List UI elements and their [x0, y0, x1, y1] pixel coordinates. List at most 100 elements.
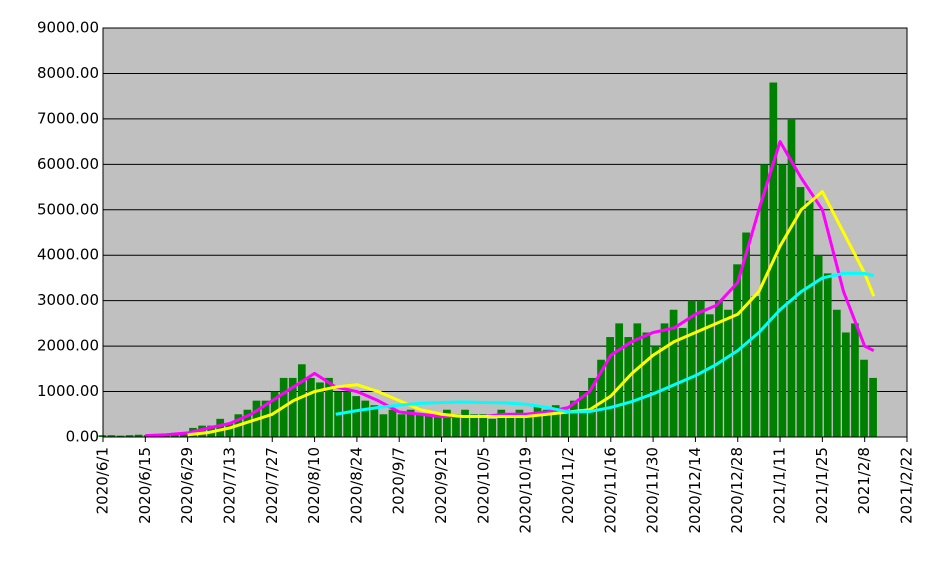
bar — [633, 323, 642, 437]
line — [145, 140, 875, 438]
y-tick-label: 4000.00 — [37, 246, 99, 264]
bar — [805, 200, 814, 437]
bar — [288, 377, 297, 437]
x-tick-label: 2020/6/1 — [94, 447, 112, 514]
bar — [606, 337, 614, 437]
x-tick-label: 2020/8/10 — [305, 447, 323, 524]
bar — [433, 414, 442, 437]
bar — [216, 418, 225, 437]
bar — [379, 414, 388, 437]
bar — [524, 414, 533, 437]
bar — [760, 164, 769, 438]
bar — [869, 377, 877, 437]
y-tick-label: 1000.00 — [37, 382, 99, 400]
bar — [851, 323, 859, 437]
bar — [325, 377, 333, 437]
bar — [307, 377, 315, 437]
bar — [225, 423, 234, 437]
x-tick-label: 2020/9/21 — [432, 447, 450, 524]
bar — [579, 391, 587, 437]
bar — [533, 405, 542, 437]
bar — [443, 409, 451, 437]
bar — [687, 300, 696, 437]
x-tick-label: 2021/2/22 — [898, 447, 916, 524]
bar — [452, 414, 460, 437]
x-tick-label: 2021/2/8 — [855, 447, 873, 514]
bar — [642, 332, 651, 437]
y-tick-label: 9000.00 — [37, 19, 99, 37]
bar — [125, 435, 134, 437]
bar — [107, 435, 116, 437]
bar — [860, 359, 868, 437]
x-tick-label: 2020/8/24 — [347, 447, 365, 524]
bar — [696, 300, 705, 437]
bar — [424, 414, 433, 437]
bar — [569, 400, 578, 437]
bar — [134, 434, 143, 437]
x-tick-label: 2020/11/30 — [644, 447, 662, 533]
bar — [560, 409, 569, 437]
bar — [706, 314, 714, 437]
x-tick-label: 2020/7/27 — [263, 447, 281, 524]
bar — [506, 414, 515, 437]
bar — [796, 187, 805, 437]
x-tick-label: 2020/11/2 — [559, 447, 577, 524]
bar — [778, 164, 787, 438]
bar — [742, 232, 750, 437]
bar — [415, 414, 424, 437]
x-tick-label: 2021/1/11 — [771, 447, 789, 524]
y-tick-label: 5000.00 — [37, 200, 99, 218]
bar — [624, 337, 633, 437]
bar — [470, 414, 478, 437]
bar — [615, 323, 624, 437]
x-tick-label: 2020/12/14 — [686, 447, 704, 533]
bar — [397, 414, 406, 437]
bar — [660, 323, 669, 437]
bar — [715, 300, 723, 437]
bar — [832, 309, 841, 437]
bar — [316, 382, 324, 437]
y-tick-label: 8000.00 — [37, 64, 99, 82]
bar — [669, 309, 678, 437]
bar — [479, 414, 488, 437]
y-tick-label: 6000.00 — [37, 155, 99, 173]
bar — [515, 409, 524, 437]
bar — [787, 118, 796, 437]
x-tick-label: 2020/9/7 — [390, 447, 408, 514]
bar — [343, 391, 352, 437]
bar — [551, 405, 560, 437]
x-tick-label: 2020/10/5 — [474, 447, 492, 524]
plot-border — [102, 27, 908, 438]
bar — [406, 409, 415, 437]
y-tick-label: 3000.00 — [37, 291, 99, 309]
bar — [842, 332, 850, 437]
bar — [261, 400, 270, 437]
line — [335, 271, 875, 416]
x-tick-label: 2021/1/25 — [813, 447, 831, 524]
bar — [597, 359, 605, 437]
y-tick-label: 7000.00 — [37, 109, 99, 127]
y-tick-label: 0.00 — [66, 428, 99, 446]
bar — [823, 273, 832, 437]
bar — [98, 435, 107, 437]
bar — [352, 396, 361, 437]
bar — [361, 400, 370, 437]
x-tick-label: 2020/12/28 — [728, 447, 746, 533]
bar — [198, 425, 206, 437]
bar — [370, 405, 379, 437]
bar — [724, 309, 732, 437]
bar — [388, 409, 397, 437]
x-tick-label: 2020/7/13 — [220, 447, 238, 524]
x-tick-label: 2020/11/16 — [601, 447, 619, 533]
bar — [116, 435, 125, 437]
bar — [297, 364, 306, 437]
x-tick-label: 2020/6/29 — [178, 447, 196, 524]
bar — [542, 409, 551, 437]
x-tick-label: 2020/10/19 — [517, 447, 535, 533]
line — [187, 190, 876, 437]
bar — [461, 409, 469, 437]
bar — [488, 418, 497, 437]
bar — [497, 409, 506, 437]
x-tick-label: 2020/6/15 — [136, 447, 154, 524]
